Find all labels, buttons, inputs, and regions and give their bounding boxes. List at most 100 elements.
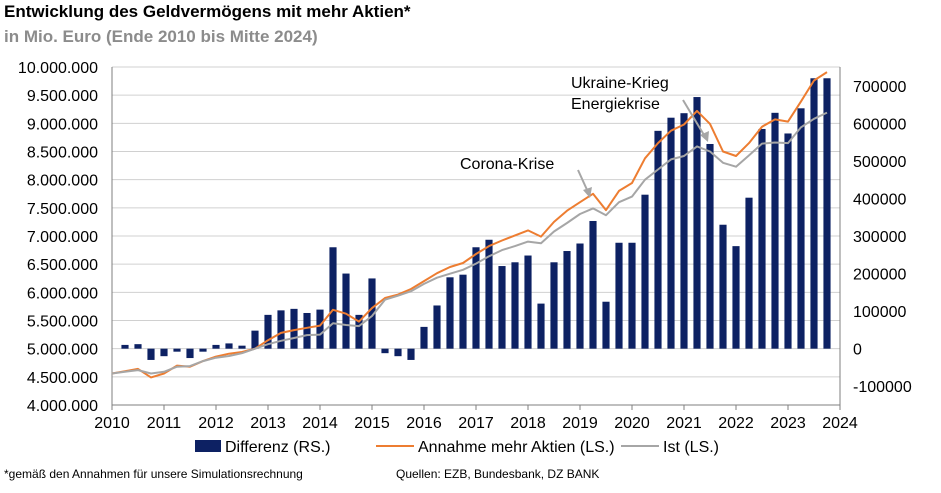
differenz-bar (589, 220, 597, 349)
differenz-bar (719, 224, 727, 349)
left-axis-tick-label: 6.000.000 (27, 285, 98, 302)
annotation-arrowhead-ukraine (700, 131, 709, 142)
right-axis-tick-label: 600000 (853, 116, 906, 133)
differenz-bar (355, 314, 363, 349)
left-axis-tick-label: 4.500.000 (27, 370, 98, 387)
differenz-bar (758, 128, 766, 349)
differenz-bar (303, 312, 311, 349)
annotation-energiekrise: Energiekrise (571, 96, 660, 113)
differenz-bar (641, 194, 649, 349)
differenz-bar (459, 274, 467, 349)
differenz-bar (706, 143, 714, 349)
differenz-bar (329, 247, 337, 349)
differenz-bar (693, 97, 701, 349)
x-axis-tick-label: 2012 (198, 415, 234, 432)
differenz-bar (498, 266, 506, 349)
x-axis-tick-label: 2021 (666, 415, 702, 432)
differenz-bar (628, 242, 636, 349)
differenz-bar (667, 117, 675, 349)
differenz-bar (290, 308, 298, 349)
differenz-bar (732, 246, 740, 349)
differenz-bar (784, 133, 792, 349)
differenz-bar (381, 348, 389, 354)
annotation-arrow-ukraine (682, 99, 705, 136)
annahme-mehr-aktien-line (111, 71, 828, 379)
differenz-bar (121, 344, 129, 349)
differenz-bar (316, 309, 324, 349)
right-axis-tick-label: 400000 (853, 191, 906, 208)
differenz-bar (797, 108, 805, 349)
footnote: *gemäß den Annahmen für unsere Simulatio… (4, 467, 303, 481)
legend-annahme-mehr-aktien-label: Annahme mehr Aktien (LS.) (418, 439, 615, 456)
left-axis-tick-label: 4.000.000 (27, 398, 98, 415)
x-axis-tick-label: 2015 (354, 415, 390, 432)
x-axis-tick-label: 2011 (147, 415, 182, 432)
differenz-bar (602, 301, 610, 349)
chart-title: Entwicklung des Geldvermögens mit mehr A… (4, 2, 411, 21)
differenz-bar (680, 113, 688, 349)
differenz-bar (654, 130, 662, 349)
x-axis-tick-label: 2010 (94, 415, 130, 432)
left-axis-tick-label: 5.000.000 (27, 342, 98, 359)
differenz-bar (485, 239, 493, 349)
left-axis-tick-label: 7.000.000 (27, 229, 98, 246)
differenz-bar (810, 78, 818, 349)
differenz-bar (134, 344, 142, 349)
left-axis-tick-label: 5.500.000 (27, 314, 98, 331)
annotation-arrow-corona (577, 169, 589, 193)
differenz-bar (524, 255, 532, 349)
differenz-bar (342, 273, 350, 349)
differenz-bar (394, 348, 402, 357)
differenz-bar (212, 344, 220, 349)
x-axis-tick-label: 2023 (770, 415, 806, 432)
sources-note: Quellen: EZB, Bundesbank, DZ BANK (396, 467, 600, 481)
differenz-bar (407, 348, 415, 360)
differenz-bar (771, 112, 779, 349)
right-axis-tick-label: 500000 (853, 154, 906, 171)
left-axis-tick-label: 9.500.000 (27, 88, 98, 105)
left-axis-tick-label: 8.500.000 (27, 145, 98, 162)
legend-differenz-label: Differenz (RS.) (225, 439, 331, 456)
differenz-bar (823, 78, 831, 349)
x-axis-tick-label: 2018 (510, 415, 546, 432)
x-axis-tick-label: 2017 (458, 415, 494, 432)
chart-subtitle: in Mio. Euro (Ende 2010 bis Mitte 2024) (4, 27, 318, 46)
differenz-bar (277, 310, 285, 349)
differenz-bar (563, 251, 571, 349)
x-axis-tick-label: 2024 (822, 415, 858, 432)
annotation-corona-krise: Corona-Krise (460, 156, 554, 173)
differenz-bar (472, 247, 480, 349)
annotation-ukraine-krieg: Ukraine-Krieg (571, 75, 669, 92)
left-axis-tick-label: 8.000.000 (27, 173, 98, 190)
left-axis-tick-label: 7.500.000 (27, 201, 98, 218)
differenz-bar (225, 343, 233, 349)
differenz-bar (433, 305, 441, 349)
differenz-bar (537, 303, 545, 349)
differenz-bar (173, 348, 181, 352)
x-axis-tick-label: 2014 (302, 415, 338, 432)
right-axis-tick-label: -100000 (853, 379, 912, 396)
ist-line (111, 111, 828, 375)
differenz-bar (368, 278, 376, 349)
x-axis-tick-label: 2013 (250, 415, 286, 432)
legend-differenz-swatch (195, 440, 221, 452)
differenz-bar (238, 345, 246, 349)
legend-ist-label: Ist (LS.) (663, 439, 719, 456)
differenz-bar (550, 262, 558, 349)
left-axis-tick-label: 10.000.000 (18, 60, 98, 77)
right-axis-tick-label: 300000 (853, 229, 906, 246)
x-axis-tick-label: 2019 (562, 415, 598, 432)
x-axis-tick-label: 2022 (718, 415, 754, 432)
differenz-bar (147, 348, 155, 360)
differenz-bar (186, 348, 194, 359)
annotation-arrowhead-corona (583, 187, 592, 198)
differenz-bar (576, 243, 584, 349)
right-axis-tick-label: 0 (853, 342, 862, 359)
differenz-bar (745, 197, 753, 349)
right-axis-tick-label: 100000 (853, 304, 906, 321)
differenz-bar (160, 348, 168, 357)
differenz-bar (511, 262, 519, 349)
right-axis-tick-label: 700000 (853, 79, 906, 96)
x-axis-tick-label: 2016 (406, 415, 442, 432)
